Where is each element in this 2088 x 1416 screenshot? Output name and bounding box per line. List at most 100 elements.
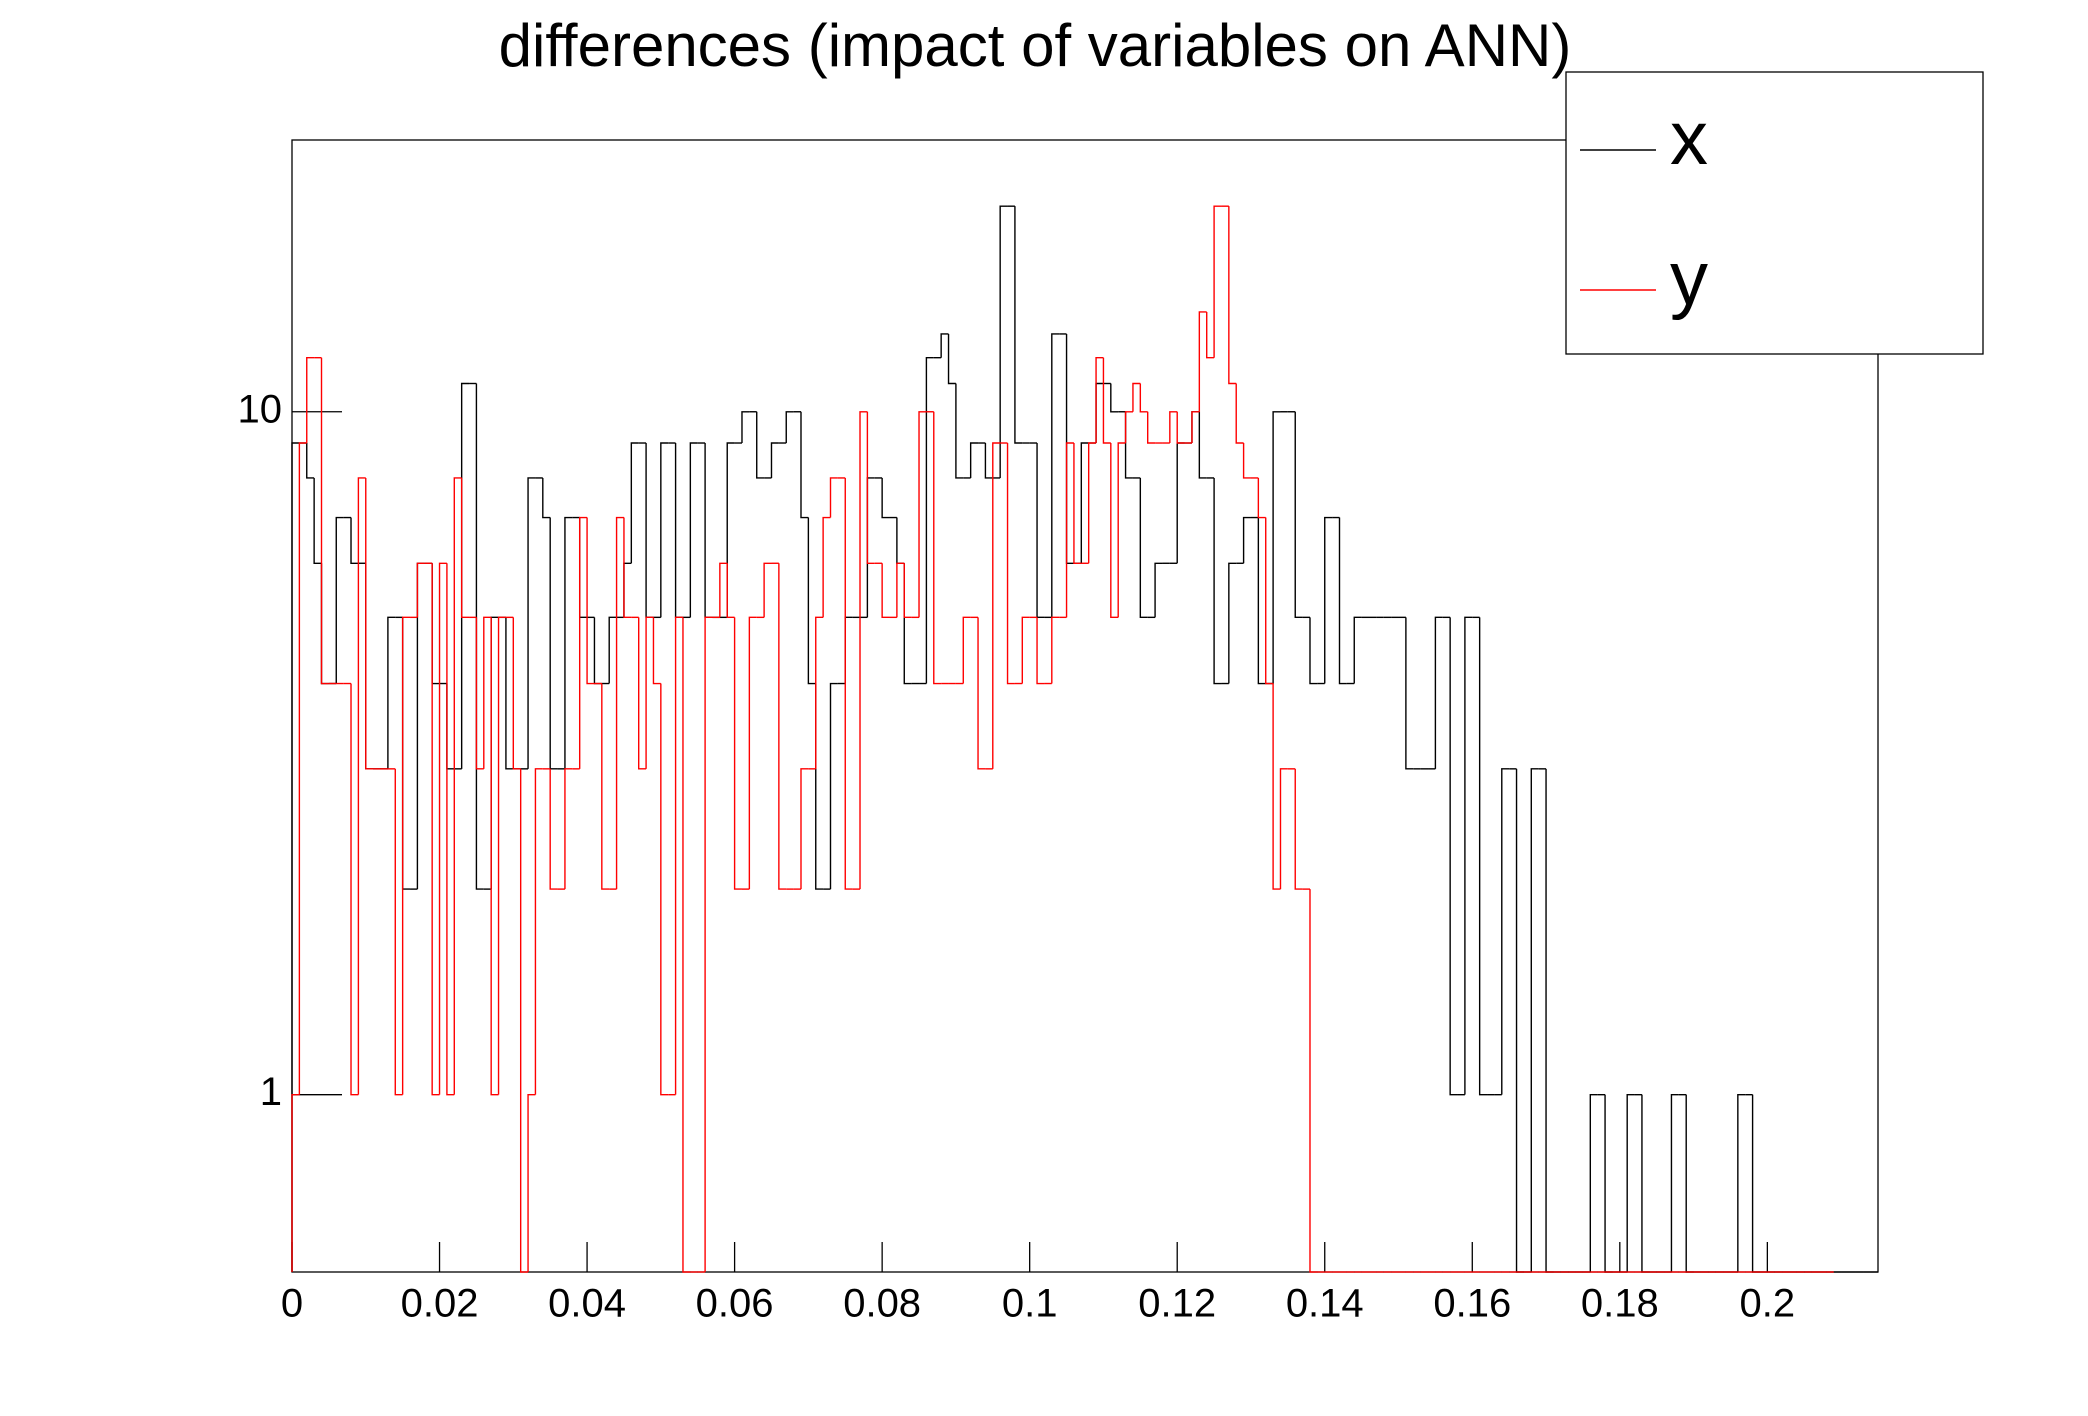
histogram-step: [630, 442, 639, 564]
histogram-step: [844, 477, 853, 890]
histogram-step: [1176, 411, 1185, 444]
histogram-step: [1191, 411, 1200, 444]
histogram-step: [1353, 616, 1362, 684]
histogram-step: [335, 516, 344, 684]
x-tick-label: 0.12: [1138, 1282, 1216, 1326]
histogram-step: [829, 477, 838, 518]
histogram-step: [542, 477, 551, 519]
histogram-step: [1198, 311, 1207, 412]
histogram-step: [1464, 616, 1473, 1095]
histogram-step: [1036, 617, 1045, 685]
histogram-step: [586, 517, 595, 685]
histogram-step: [1242, 443, 1251, 479]
histogram-step: [962, 616, 971, 684]
histogram-step: [1228, 562, 1237, 684]
histogram-step: [401, 616, 411, 1095]
histogram-step: [756, 411, 765, 479]
histogram-step: [969, 442, 979, 478]
histogram-step: [1080, 442, 1089, 564]
histogram-step: [1670, 1093, 1679, 1272]
histogram-step: [1272, 683, 1281, 890]
histogram-step: [453, 477, 462, 1095]
histogram-step: [1626, 1093, 1635, 1272]
histogram-step: [807, 517, 816, 685]
histogram-step: [652, 617, 661, 685]
histogram-step: [1198, 411, 1207, 479]
histogram-step: [1265, 517, 1274, 685]
histogram-step: [615, 516, 624, 890]
x-tick-label: 0.06: [696, 1282, 774, 1326]
histogram-step: [704, 616, 713, 1272]
chart-title: differences (impact of variables on ANN): [499, 12, 1572, 79]
histogram-step: [1213, 205, 1222, 358]
histogram-step: [1014, 206, 1023, 444]
histogram-step: [1589, 1093, 1598, 1272]
histogram-step: [527, 477, 536, 769]
histogram-step: [896, 562, 905, 618]
x-tick-label: 0.18: [1581, 1282, 1659, 1326]
histogram-step: [1169, 411, 1178, 444]
histogram-step: [1213, 477, 1222, 685]
histogram-step: [497, 616, 506, 1095]
histogram-step: [460, 382, 470, 769]
histogram-step: [1073, 443, 1082, 564]
histogram-step: [416, 562, 425, 618]
histogram-step: [674, 616, 683, 1095]
x-tick-label: 0.1: [1002, 1282, 1058, 1326]
histogram-step: [1309, 889, 1318, 1273]
histogram-step: [1530, 768, 1539, 1272]
histogram-step: [1501, 768, 1510, 1095]
histogram-step: [800, 768, 809, 890]
histogram-step: [925, 356, 934, 684]
histogram-step: [608, 616, 617, 684]
histogram-step: [1235, 383, 1244, 444]
histogram-step: [1405, 617, 1414, 770]
histogram-step: [601, 683, 610, 890]
histogram-step: [977, 617, 986, 770]
histogram-step: [320, 357, 329, 685]
histogram-step: [955, 383, 964, 479]
histogram-step: [1279, 768, 1288, 890]
histogram-step: [933, 411, 942, 685]
histogram-step: [387, 616, 396, 769]
histogram-step: [1257, 477, 1266, 519]
legend-label: x: [1670, 96, 1708, 181]
histogram-step: [1117, 442, 1126, 618]
histogram-step: [357, 477, 366, 1095]
histogram-step: [365, 477, 374, 770]
histogram-step: [741, 411, 750, 444]
histogram-step: [918, 411, 927, 618]
histogram-step: [298, 442, 307, 1095]
legend-box: [1565, 71, 1984, 355]
histogram-step: [822, 516, 831, 618]
histogram-step: [859, 411, 868, 890]
histogram-step: [512, 617, 521, 770]
legend-label: y: [1670, 236, 1708, 321]
x-tick-label: 0.04: [548, 1282, 626, 1326]
histogram-step: [1110, 443, 1119, 619]
x-tick-label: 0.2: [1740, 1282, 1796, 1326]
histogram-step: [313, 477, 322, 564]
histogram-step: [490, 617, 499, 1096]
histogram-step: [881, 563, 890, 619]
histogram-step: [431, 563, 440, 1096]
histogram-step: [438, 562, 447, 1095]
x-tick-label: 0.14: [1286, 1282, 1364, 1326]
histogram-step: [1102, 357, 1111, 444]
histogram-step: [645, 616, 654, 769]
histogram-step: [726, 563, 735, 619]
histogram-step: [719, 562, 728, 618]
histogram-step: [1139, 383, 1148, 413]
histogram-step: [785, 411, 794, 444]
histogram-step: [763, 562, 772, 618]
histogram-step: [350, 683, 359, 1096]
histogram-step: [689, 442, 698, 618]
histogram-step: [940, 333, 949, 358]
histogram-step: [1051, 616, 1060, 684]
histogram-step: [903, 563, 912, 619]
histogram-step: [660, 442, 669, 618]
histogram-step: [1095, 356, 1104, 444]
histogram-step: [984, 443, 993, 479]
histogram-step: [1309, 617, 1318, 685]
histogram-step: [460, 477, 470, 619]
